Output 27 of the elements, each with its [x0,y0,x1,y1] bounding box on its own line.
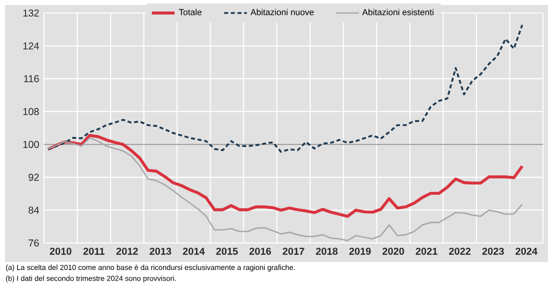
x-tick-label: 2014 [182,248,205,255]
x-tick-label: 2018 [316,248,338,255]
x-tick-label: 2011 [83,248,104,255]
legend-label: Abitazioni esistenti [362,8,434,16]
x-tick-label: 2015 [216,248,238,255]
y-tick-label: 132 [23,9,39,17]
x-tick-label: 2020 [382,248,404,255]
x-tick-label: 2012 [116,248,138,255]
y-tick-label: 116 [24,75,39,82]
x-tick-label: 2017 [282,248,304,255]
x-tick-label: 2019 [349,248,371,255]
legend-label: Abitazioni nuove [250,8,314,16]
line-series [47,24,524,153]
x-tick-label: 2021 [416,248,438,255]
x-tick-label: 2010 [50,248,72,255]
y-tick-label: 124 [23,42,39,50]
y-tick-label: 92 [28,174,39,181]
y-tick-label: 76 [28,239,39,247]
x-tick-label: 2016 [249,248,271,255]
x-tick-label: 2023 [482,248,504,255]
y-tick-label: 100 [23,140,39,148]
x-tick-label: 2013 [150,248,172,255]
y-tick-label: 84 [28,206,39,214]
y-tick-label: 108 [23,108,39,116]
legend-label: Totale [178,8,202,16]
x-tick-label: 2022 [449,248,471,255]
x-tick-label: 2024 [516,248,538,255]
